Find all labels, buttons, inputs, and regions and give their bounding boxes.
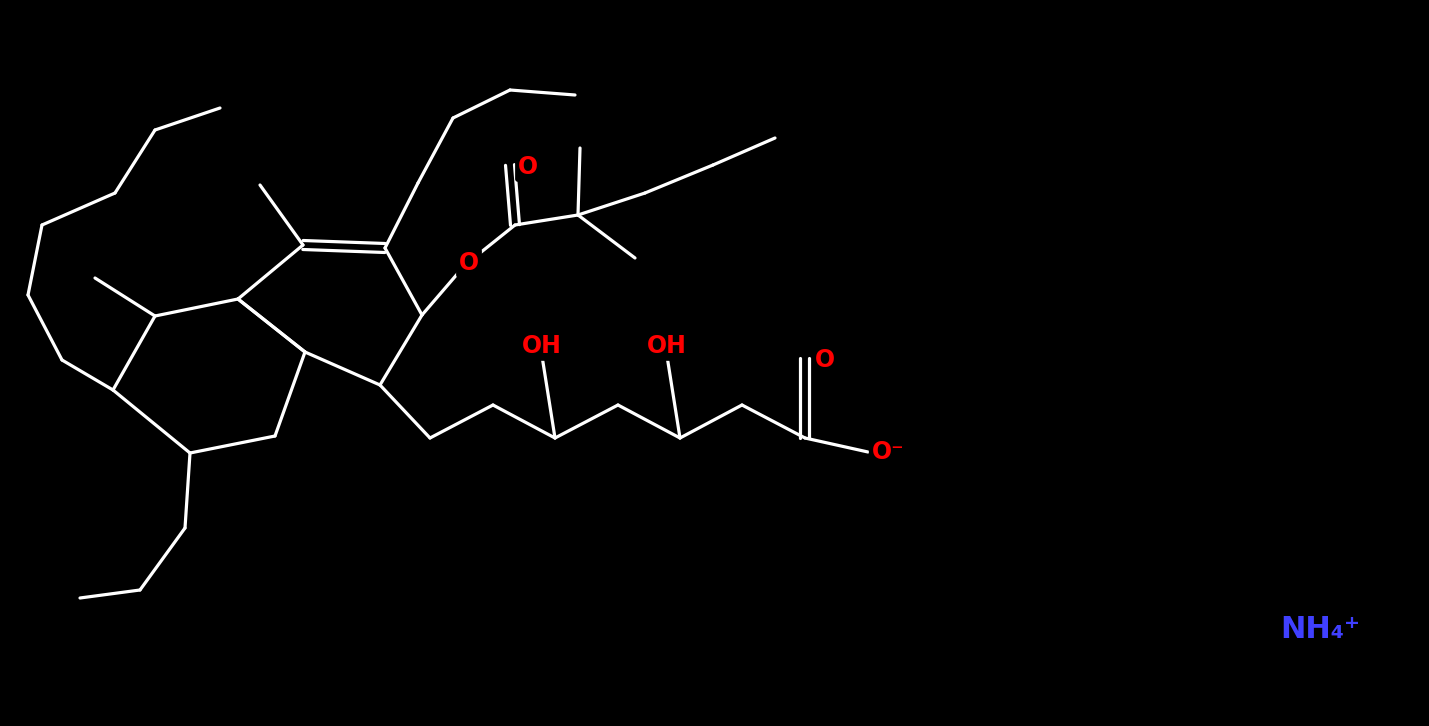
Text: OH: OH <box>522 334 562 358</box>
Text: O: O <box>459 251 479 275</box>
Text: O: O <box>517 155 539 179</box>
Text: O⁻: O⁻ <box>872 440 905 464</box>
Text: OH: OH <box>647 334 687 358</box>
Text: O: O <box>815 348 835 372</box>
Text: NH₄⁺: NH₄⁺ <box>1280 616 1360 645</box>
